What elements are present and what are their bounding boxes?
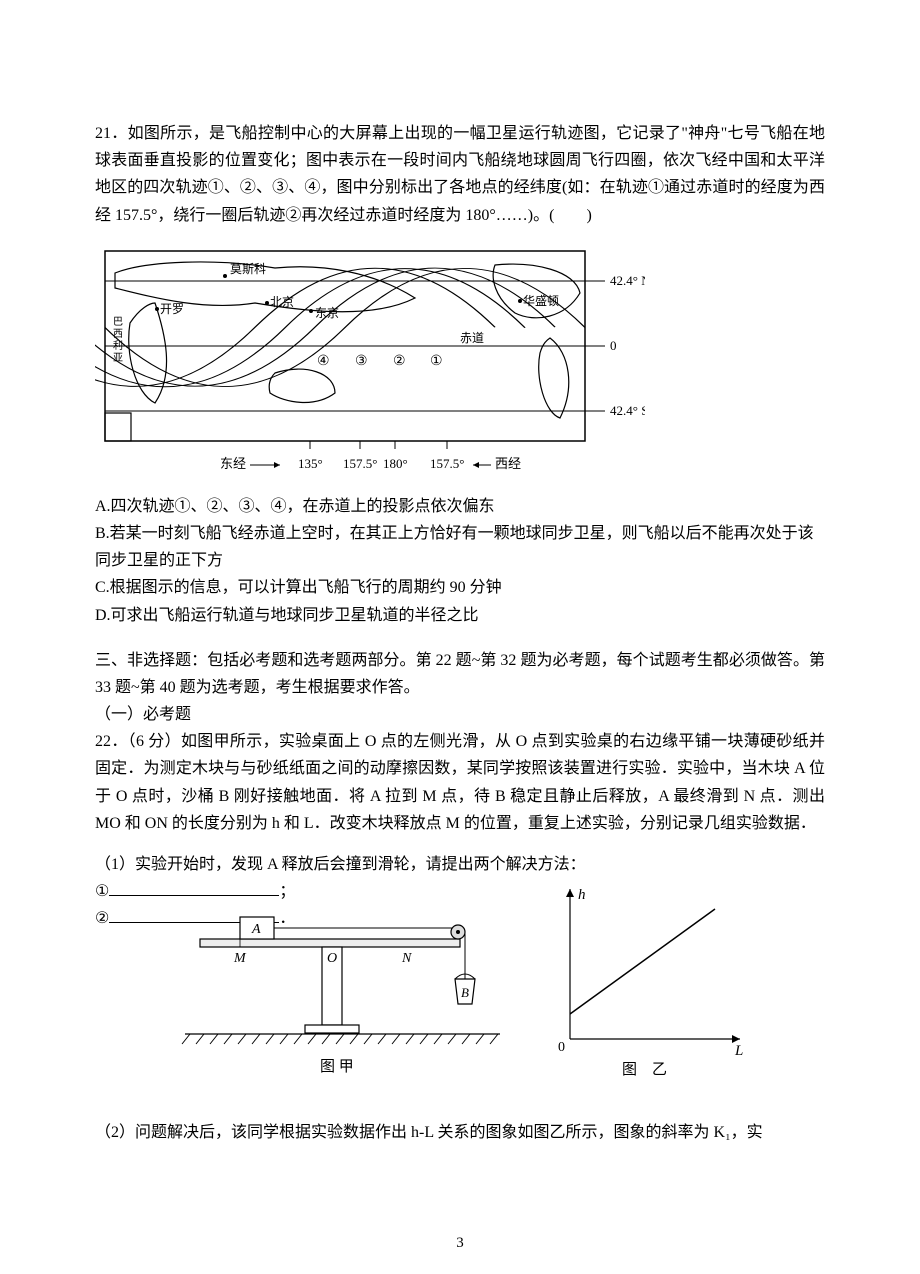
label-42N: 42.4° N bbox=[610, 273, 645, 288]
label-brazil: 巴 bbox=[113, 316, 123, 328]
q21-optA: A.四次轨迹①、②、③、④，在赤道上的投影点依次偏东 bbox=[95, 493, 825, 520]
q22-fill1-label: ① bbox=[95, 883, 109, 900]
label-cairo: 开罗 bbox=[160, 302, 184, 316]
label-c2: ② bbox=[393, 354, 406, 369]
label-lon1: 135° bbox=[298, 456, 323, 471]
q21-num: 21． bbox=[95, 125, 128, 142]
label-zero: 0 bbox=[558, 1040, 565, 1055]
label-c3: ③ bbox=[355, 354, 368, 369]
q21-text: 如图所示，是飞船控制中心的大屏幕上出现的一幅卫星运行轨迹图，它记录了"神舟"七号… bbox=[95, 125, 825, 224]
label-42S: 42.4° S bbox=[610, 403, 645, 418]
q22-num: 22．（6 分） bbox=[95, 733, 181, 750]
svg-text:西: 西 bbox=[113, 329, 123, 340]
label-washington: 华盛顿 bbox=[523, 293, 559, 308]
q22-part2: （2）问题解决后，该同学根据实验数据作出 h-L 关系的图象如图乙所示，图象的斜… bbox=[95, 1119, 825, 1146]
q22-part1: （1）实验开始时，发现 A 释放后会撞到滑轮，请提出两个解决方法： bbox=[95, 851, 825, 878]
q22-text: 如图甲所示，实验桌面上 O 点的左侧光滑，从 O 点到实验桌的右边缘平铺一块薄硬… bbox=[95, 733, 825, 832]
page-number: 3 bbox=[0, 1235, 920, 1252]
label-lon2: 157.5° bbox=[343, 456, 377, 471]
label-W: 西经 bbox=[495, 456, 521, 471]
q22-figures: A B M O N bbox=[95, 879, 825, 1079]
svg-text:亚: 亚 bbox=[113, 353, 123, 364]
q21-optB: B.若某一时刻飞船飞经赤道上空时，在其正上方恰好有一颗地球同步卫星，则飞船以后不… bbox=[95, 520, 825, 574]
label-0: 0 bbox=[610, 338, 617, 353]
label-E: 东经 bbox=[220, 456, 246, 471]
label-lon3: 180° bbox=[383, 456, 408, 471]
label-c4: ④ bbox=[317, 354, 330, 369]
graph-svg: h L 0 图 乙 bbox=[540, 879, 750, 1079]
label-c1: ① bbox=[430, 354, 443, 369]
label-O: O bbox=[327, 951, 337, 966]
q21-optD: D.可求出飞船运行轨道与地球同步卫星轨道的半径之比 bbox=[95, 602, 825, 629]
label-beijing: 北京 bbox=[270, 295, 294, 309]
q21-figure: 莫斯科 北京 东京 开罗 华盛顿 赤道 巴 西 利 亚 ① ② ③ ④ 42.4… bbox=[95, 243, 825, 475]
label-M: M bbox=[233, 951, 247, 966]
caption-yi: 图 乙 bbox=[622, 1061, 667, 1078]
label-L: L bbox=[734, 1043, 743, 1059]
label-lon4: 157.5° bbox=[430, 456, 464, 471]
section3-title: 三、非选择题：包括必考题和选考题两部分。第 22 题~第 32 题为必考题，每个… bbox=[95, 647, 825, 701]
label-h: h bbox=[578, 887, 586, 903]
label-A: A bbox=[251, 922, 261, 937]
q22-fill2-label: ② bbox=[95, 910, 109, 927]
label-B: B bbox=[461, 985, 469, 1000]
section3-subtitle: （一）必考题 bbox=[95, 701, 825, 728]
label-N: N bbox=[401, 951, 412, 966]
label-equator: 赤道 bbox=[460, 331, 484, 345]
apparatus-svg: A B M O N bbox=[170, 879, 510, 1079]
q21-optC: C.根据图示的信息，可以计算出飞船飞行的周期约 90 分钟 bbox=[95, 574, 825, 601]
q21-body: 21．如图所示，是飞船控制中心的大屏幕上出现的一幅卫星运行轨迹图，它记录了"神舟… bbox=[95, 120, 825, 229]
label-tokyo: 东京 bbox=[315, 306, 339, 320]
q22-body: 22．（6 分）如图甲所示，实验桌面上 O 点的左侧光滑，从 O 点到实验桌的右… bbox=[95, 728, 825, 837]
caption-jia: 图 甲 bbox=[320, 1058, 354, 1075]
svg-text:利: 利 bbox=[113, 340, 123, 352]
label-moscow: 莫斯科 bbox=[230, 262, 266, 276]
world-map-svg: 莫斯科 北京 东京 开罗 华盛顿 赤道 巴 西 利 亚 ① ② ③ ④ 42.4… bbox=[95, 243, 645, 475]
